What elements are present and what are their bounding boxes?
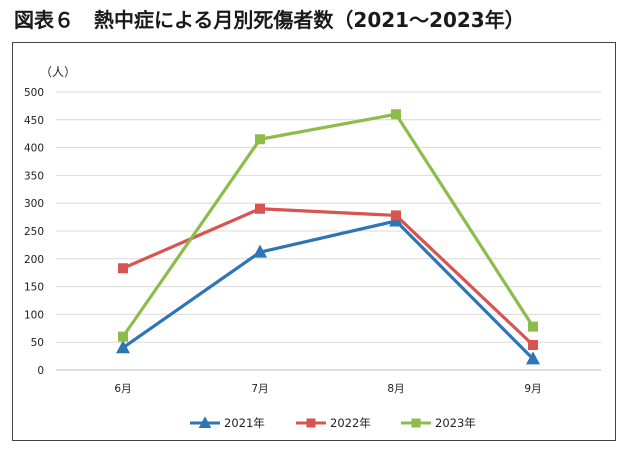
- y-tick-label: 300: [24, 198, 44, 210]
- series-2023年: [118, 109, 538, 342]
- y-axis-unit-label: （人）: [40, 65, 76, 79]
- x-tick-label: 9月: [524, 383, 541, 395]
- legend-item: 2022年: [296, 416, 371, 430]
- data-point-marker: [528, 339, 538, 350]
- legend-label: 2023年: [435, 416, 476, 430]
- y-tick-label: 250: [24, 226, 44, 238]
- data-point-marker: [306, 418, 316, 428]
- y-tick-label: 100: [24, 309, 44, 321]
- data-point-marker: [255, 134, 265, 145]
- data-point-marker: [528, 321, 538, 332]
- legend-item: 2021年: [190, 416, 265, 430]
- y-tick-label: 150: [24, 282, 44, 294]
- y-tick-label: 450: [24, 115, 44, 127]
- legend-label: 2021年: [224, 416, 265, 430]
- y-tick-label: 500: [24, 87, 44, 99]
- series-line: [122, 219, 535, 361]
- page-title: 図表６ 熱中症による月別死傷者数（2021～2023年）: [14, 8, 525, 32]
- data-point-marker: [198, 416, 212, 428]
- y-tick-label: 0: [37, 365, 44, 377]
- legend-label: 2022年: [330, 416, 371, 430]
- data-point-marker: [391, 109, 401, 120]
- data-point-marker: [411, 418, 421, 428]
- data-point-marker: [391, 210, 401, 221]
- data-point-marker: [255, 203, 265, 214]
- x-tick-label: 6月: [114, 383, 131, 395]
- series-line: [121, 112, 535, 338]
- data-point-marker: [526, 351, 540, 365]
- x-tick-label: 8月: [387, 383, 404, 395]
- chart-frame: [12, 42, 616, 441]
- legend-item: 2023年: [401, 416, 476, 430]
- x-tick-label: 7月: [251, 383, 268, 395]
- series-2022年: [118, 203, 538, 350]
- data-point-marker: [253, 244, 267, 258]
- data-point-marker: [118, 331, 128, 342]
- y-tick-label: 400: [24, 143, 44, 155]
- y-tick-label: 50: [31, 337, 44, 349]
- data-point-marker: [116, 340, 130, 354]
- data-point-marker: [118, 263, 128, 274]
- y-tick-label: 350: [24, 170, 44, 182]
- y-tick-label: 200: [24, 254, 44, 266]
